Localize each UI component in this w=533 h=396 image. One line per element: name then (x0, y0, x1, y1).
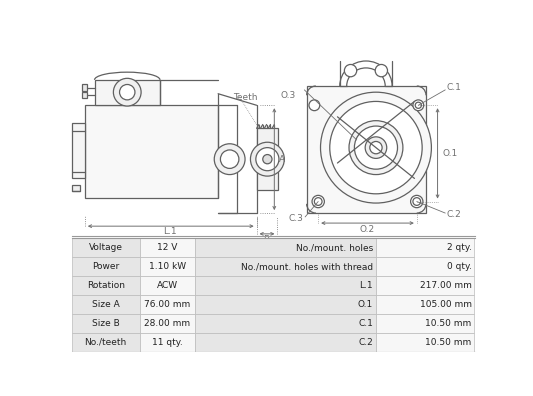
Circle shape (251, 142, 284, 176)
Circle shape (370, 141, 382, 154)
Text: O.2: O.2 (360, 225, 375, 234)
Bar (376, 238, 474, 257)
Bar (376, 314, 474, 333)
Bar (376, 257, 474, 276)
Bar (376, 333, 474, 352)
Text: 76.00 mm: 76.00 mm (144, 300, 190, 309)
Text: B: B (263, 235, 270, 244)
Bar (195, 276, 376, 295)
Text: No./mount. holes with thread: No./mount. holes with thread (241, 262, 373, 271)
Text: A: A (279, 155, 285, 164)
Circle shape (354, 126, 398, 169)
Bar (82, 84, 87, 91)
Circle shape (214, 144, 245, 175)
Bar (140, 314, 195, 333)
Text: O.1: O.1 (443, 148, 458, 158)
Bar (195, 295, 376, 314)
Circle shape (221, 150, 239, 168)
Bar (140, 257, 195, 276)
Bar (140, 238, 195, 257)
Text: 217.00 mm: 217.00 mm (420, 281, 472, 290)
Bar (95, 80, 160, 105)
Text: C.1: C.1 (447, 83, 462, 92)
Text: C.3: C.3 (289, 214, 304, 223)
Text: 12 V: 12 V (157, 244, 177, 252)
Circle shape (415, 102, 422, 109)
Text: O.1: O.1 (358, 300, 373, 309)
Text: 2 qty.: 2 qty. (447, 244, 472, 252)
Circle shape (256, 148, 279, 171)
Bar (72, 185, 79, 191)
Circle shape (263, 154, 272, 164)
Text: 10.50 mm: 10.50 mm (425, 338, 472, 347)
Bar (72, 123, 85, 179)
Text: 11 qty.: 11 qty. (152, 338, 183, 347)
Text: O.3: O.3 (281, 91, 296, 100)
Circle shape (309, 100, 320, 110)
Text: Power: Power (92, 262, 119, 271)
Circle shape (320, 92, 431, 203)
Bar (195, 314, 376, 333)
Text: No./mount. holes: No./mount. holes (296, 244, 373, 252)
Bar (72, 314, 140, 333)
Text: C.1: C.1 (358, 319, 373, 328)
Circle shape (365, 137, 387, 158)
Circle shape (314, 198, 322, 206)
Circle shape (349, 121, 403, 175)
Bar (72, 276, 140, 295)
Bar (306, 86, 426, 213)
Bar (72, 333, 140, 352)
Bar (376, 276, 474, 295)
Bar (195, 257, 376, 276)
Text: Rotation: Rotation (87, 281, 125, 290)
Text: Size A: Size A (92, 300, 119, 309)
Bar (256, 128, 278, 190)
Text: 0 qty.: 0 qty. (447, 262, 472, 271)
Bar (85, 105, 218, 198)
Circle shape (413, 100, 424, 110)
Circle shape (375, 65, 387, 77)
Text: Teeth: Teeth (233, 93, 257, 102)
Bar (140, 333, 195, 352)
Circle shape (330, 101, 422, 194)
Text: 10.50 mm: 10.50 mm (425, 319, 472, 328)
Text: 105.00 mm: 105.00 mm (419, 300, 472, 309)
Circle shape (410, 195, 423, 208)
Text: L.1: L.1 (360, 281, 373, 290)
Text: L.1: L.1 (164, 227, 177, 236)
Circle shape (119, 84, 135, 100)
Bar (82, 92, 87, 98)
Bar (140, 276, 195, 295)
Bar (140, 295, 195, 314)
Text: 28.00 mm: 28.00 mm (144, 319, 190, 328)
Circle shape (312, 195, 325, 208)
Text: Size B: Size B (92, 319, 119, 328)
Circle shape (344, 65, 357, 77)
Bar (195, 238, 376, 257)
Circle shape (114, 78, 141, 106)
Text: C.2: C.2 (447, 210, 462, 219)
Bar (376, 295, 474, 314)
Circle shape (413, 198, 421, 206)
Text: ACW: ACW (157, 281, 178, 290)
Bar (72, 295, 140, 314)
Text: C.2: C.2 (359, 338, 373, 347)
Text: Voltage: Voltage (88, 244, 123, 252)
Bar (195, 333, 376, 352)
Bar (72, 238, 140, 257)
Text: No./teeth: No./teeth (85, 338, 127, 347)
Bar (72, 257, 140, 276)
Text: 1.10 kW: 1.10 kW (149, 262, 186, 271)
